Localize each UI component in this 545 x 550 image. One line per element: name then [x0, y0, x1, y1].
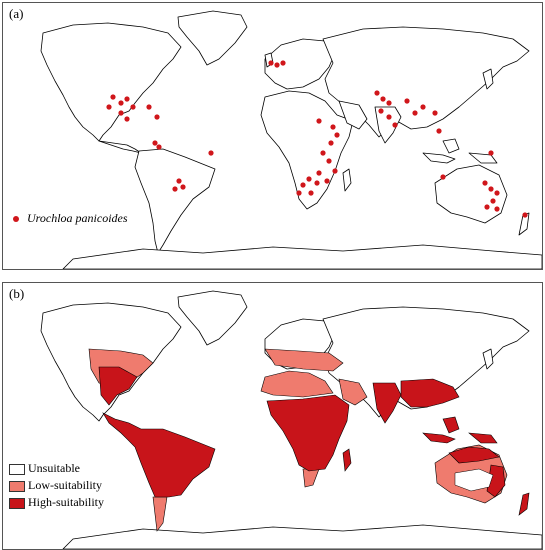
- central-america: [98, 140, 142, 154]
- world-map-a: [40, 10, 542, 269]
- europe: [264, 38, 336, 90]
- occurrence-legend-label: Urochloa panicoides: [27, 211, 128, 225]
- greenland: [177, 10, 248, 66]
- panel-a-label: (a): [9, 6, 24, 21]
- panel-b-label: (b): [9, 286, 25, 301]
- madagascar: [342, 168, 352, 192]
- india: [374, 106, 402, 144]
- legend-label-high-suitability: High-suitability: [28, 495, 104, 509]
- world-map-b: [40, 290, 542, 549]
- new-guinea: [468, 152, 498, 164]
- antarctica: [62, 244, 542, 269]
- greenland: [177, 290, 248, 346]
- legend-item-low-suitability: Low-suitability: [9, 477, 104, 494]
- legend-swatch-high-suitability: [9, 497, 25, 509]
- landmasses-a: [40, 10, 542, 269]
- japan: [482, 348, 494, 370]
- antarctica: [62, 524, 542, 549]
- legend-label-low-suitability: Low-suitability: [28, 478, 102, 492]
- indonesia: [422, 152, 456, 164]
- suitability-legend: Unsuitable Low-suitability High-suitabil…: [9, 460, 104, 511]
- legend-swatch-low-suitability: [9, 480, 25, 492]
- legend-item-high-suitability: High-suitability: [9, 494, 104, 511]
- legend-swatch-unsuitable: [9, 463, 25, 475]
- japan: [482, 68, 494, 90]
- occurrence-legend: Urochloa panicoides: [13, 211, 128, 226]
- occurrence-point-icon: [13, 216, 19, 223]
- new-zealand: [518, 492, 530, 516]
- madagascar: [342, 448, 352, 472]
- occurrence-points: [106, 60, 528, 218]
- north-america: [40, 22, 182, 142]
- legend-item-unsuitable: Unsuitable: [9, 460, 104, 477]
- south-america: [134, 148, 216, 254]
- legend-label-unsuitable: Unsuitable: [28, 461, 80, 475]
- africa: [260, 90, 354, 210]
- suitability-map-panel: (b) Unsuitable Low-suitability High-suit…: [2, 282, 543, 550]
- australia-interior-unsuitable: [454, 468, 494, 492]
- high-suitability-areas: [98, 366, 530, 516]
- occurrence-map-panel: (a) Urochloa panicoides: [2, 2, 543, 270]
- borneo: [442, 138, 460, 154]
- arabian-peninsula: [338, 100, 368, 130]
